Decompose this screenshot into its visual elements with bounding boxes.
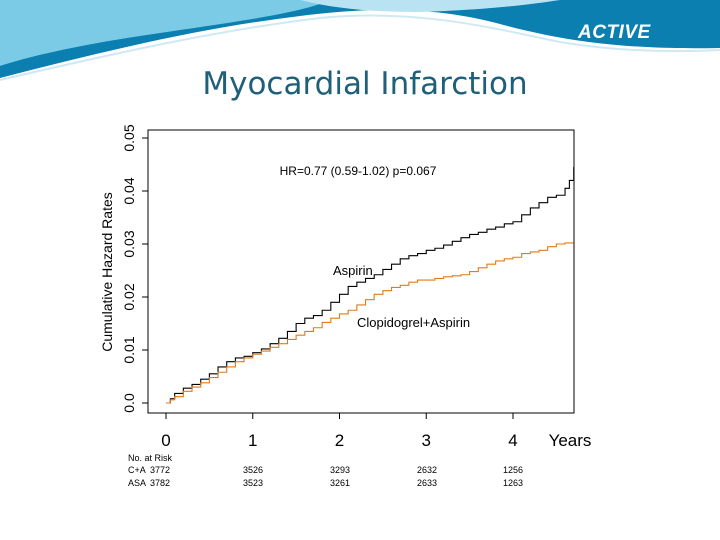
x-tick-label: 2 [335, 431, 344, 450]
x-tick-label: 4 [508, 431, 517, 450]
y-axis-label: Cumulative Hazard Rates [99, 192, 115, 352]
series-line-aspirin [166, 167, 575, 404]
chart-annotation: HR=0.77 (0.59-1.02) p=0.067 [280, 164, 437, 178]
header-wave-decoration [0, 0, 720, 81]
risk-row-label: ASA [128, 478, 147, 488]
risk-cell: 3772 [149, 465, 171, 475]
risk-table-title: No. at Risk [128, 453, 173, 463]
x-axis-label: Years [549, 431, 592, 450]
x-axis: 0 1 2 3 4 [161, 413, 518, 450]
brand-label: ACTIVE [578, 22, 651, 43]
y-tick-label: 0.05 [121, 124, 137, 151]
risk-cell: 1263 [502, 478, 524, 488]
y-tick-label: 0.02 [121, 283, 137, 310]
y-tick-label: 0.01 [121, 336, 137, 363]
risk-cell: 3782 [149, 478, 171, 488]
y-tick-label: 0.04 [121, 177, 137, 204]
risk-cell: 3523 [242, 478, 264, 488]
y-tick-label: 0.0 [121, 393, 137, 413]
x-tick-label: 3 [422, 431, 431, 450]
risk-cell: 2632 [416, 465, 438, 475]
x-tick-label: 0 [161, 431, 170, 450]
curve-label-clopidogrel-aspirin: Clopidogrel+Aspirin [357, 315, 470, 330]
x-tick-label: 1 [248, 431, 257, 450]
header-wave-highlight [300, 0, 560, 12]
risk-cell: 1256 [502, 465, 524, 475]
risk-cell: 2633 [416, 478, 438, 488]
y-axis: 0.0 0.01 0.02 0.03 0.04 0.05 [121, 124, 148, 413]
plot-frame [147, 129, 575, 414]
header-wave-light [0, 0, 330, 66]
y-tick-label: 0.03 [121, 230, 137, 257]
header-wave-line [0, 14, 720, 81]
risk-cell: 3526 [242, 465, 264, 475]
risk-cell: 3293 [329, 465, 351, 475]
series-layer [166, 167, 575, 404]
risk-row-label: C+A [128, 465, 146, 475]
series-line-clopidogrel-aspirin [166, 242, 574, 404]
page-title: Myocardial Infarction [202, 66, 528, 102]
curve-label-aspirin: Aspirin [333, 263, 373, 278]
risk-cell: 3261 [329, 478, 351, 488]
